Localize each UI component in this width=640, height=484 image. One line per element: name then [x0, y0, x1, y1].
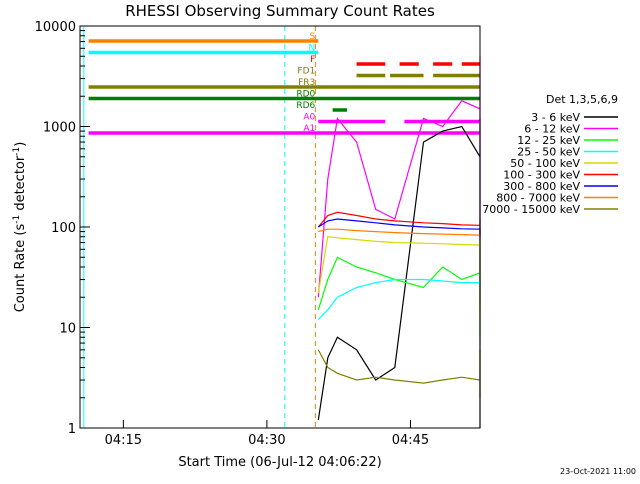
y-axis: 1 10 100 1000 10000 [35, 20, 90, 437]
series-line-1 [317, 56, 481, 310]
y-tick-label-0: 1 [68, 422, 76, 437]
series-line-8 [317, 349, 481, 398]
x-axis-label: Start Time (06-Jul-12 04:06:22) [178, 455, 381, 470]
y-tick-label-3: 1000 [43, 121, 76, 136]
flag-label-f: F [310, 55, 315, 65]
y-axis-label: Count Rate (s-1 detector-1) [12, 142, 28, 313]
y-tick-label-1: 10 [59, 322, 76, 337]
flag-label-n: N [309, 44, 316, 54]
y-tick-label-4: 10000 [35, 20, 76, 35]
chart-title: RHESSI Observing Summary Count Rates [125, 2, 435, 20]
x-axis: 04:15 04:30 04:45 [105, 420, 429, 448]
legend-label-4: 50 - 100 keV [510, 157, 580, 170]
series-line-3 [317, 278, 481, 320]
y-tick-label-2: 100 [51, 221, 76, 236]
legend-label-6: 300 - 800 keV [503, 180, 580, 193]
legend-label-1: 6 - 12 keV [524, 123, 580, 136]
legend-label-8: 7000 - 15000 keV [482, 203, 580, 216]
y-axis-label-main: Count Rate (s [13, 224, 28, 313]
timestamp-stamp: 23-Oct-2021 11:00 [560, 467, 636, 476]
y-axis-label-sup1: -1 [12, 215, 22, 224]
flag-label-rd6: RD6 [296, 101, 315, 111]
flag-label-a0: A0 [303, 113, 315, 123]
legend-label-5: 100 - 300 keV [503, 169, 580, 182]
legend-label-7: 800 - 7000 keV [496, 192, 580, 205]
legend-label-3: 25 - 50 keV [517, 146, 580, 159]
y-axis-label-end: ) [13, 142, 28, 147]
series-line-5 [317, 211, 481, 235]
legend-label-0: 3 - 6 keV [531, 111, 580, 124]
legend-label-2: 12 - 25 keV [517, 134, 580, 147]
x-tick-label-1: 04:30 [248, 433, 285, 448]
flag-label-s: S [310, 32, 316, 42]
series-line-7 [318, 228, 481, 243]
flag-label-fr3: FR3 [298, 78, 315, 88]
legend-title: Det 1,3,5,6,9 [546, 93, 618, 106]
y-axis-label-sup2: -1 [12, 147, 22, 156]
flag-label-fd1: FD1 [297, 67, 315, 77]
flag-label-rd0: RD0 [296, 90, 315, 100]
x-tick-label-0: 04:15 [105, 433, 142, 448]
y-axis-label-mid: detector [13, 155, 28, 215]
series-line-4 [317, 236, 481, 310]
x-tick-label-2: 04:45 [392, 433, 429, 448]
flag-label-a1: A1 [303, 124, 315, 134]
series-line-0 [317, 118, 481, 428]
series-line-2 [317, 249, 481, 338]
